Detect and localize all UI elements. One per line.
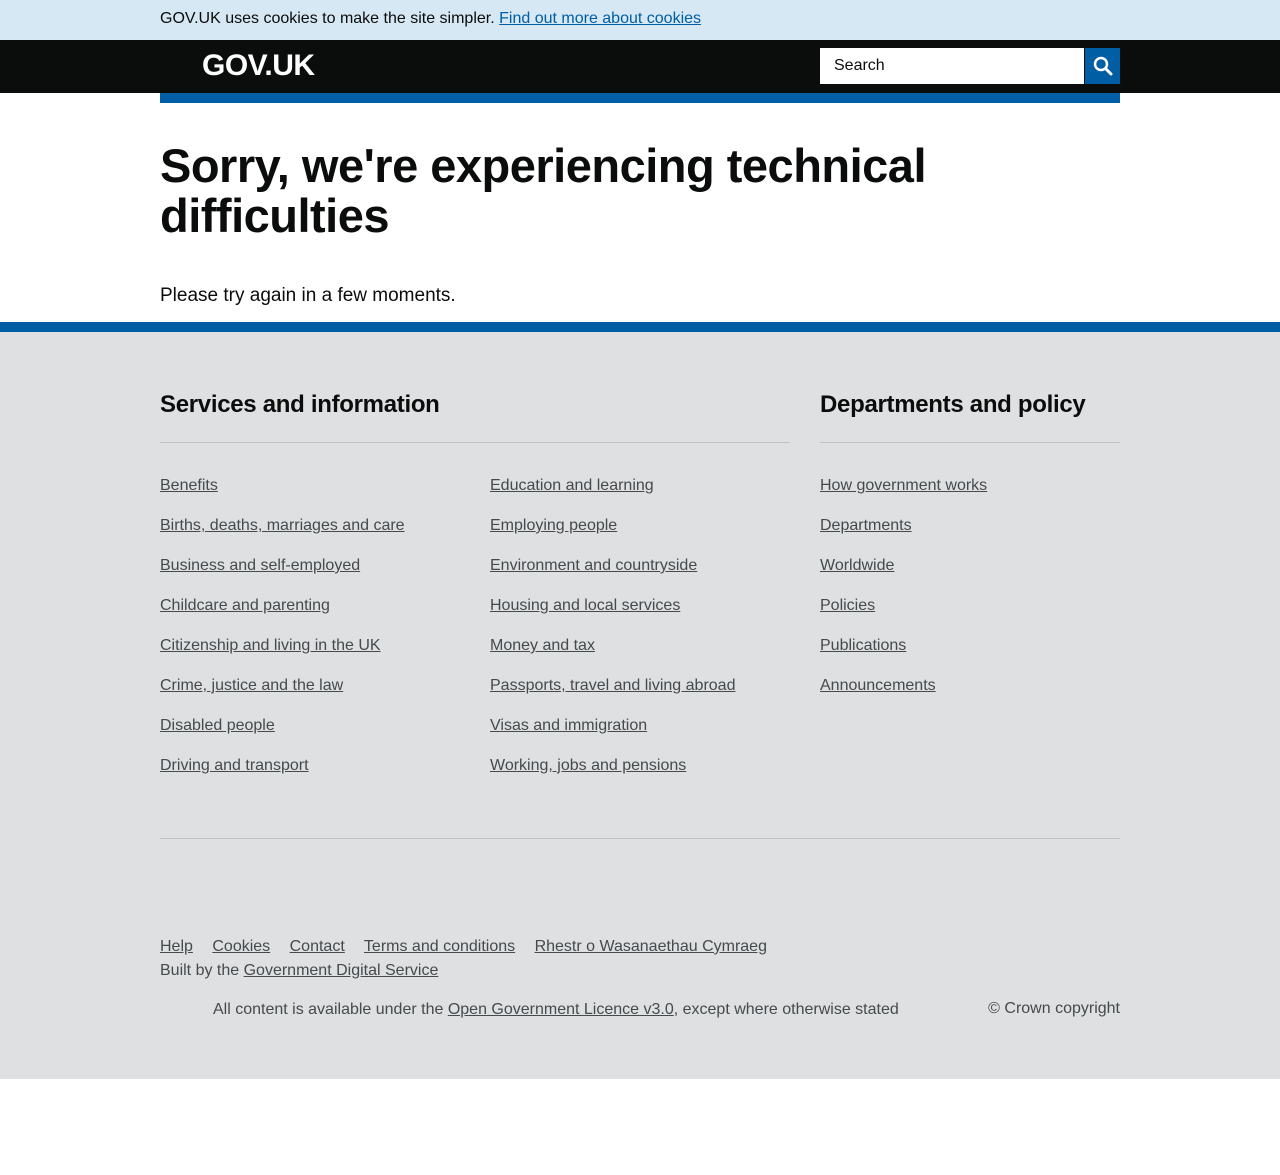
cookie-info-link[interactable]: Find out more about cookies xyxy=(499,10,702,27)
site-footer: Services and information Departments and… xyxy=(0,322,1280,1079)
footer-link-passports[interactable]: Passports, travel and living abroad xyxy=(490,677,736,694)
licence-prefix: All content is available under the xyxy=(213,1001,444,1018)
main-content: Sorry, we're experiencing technical diff… xyxy=(160,103,1120,322)
services-list-2: Education and learning Employing people … xyxy=(490,476,735,796)
licence-statement: All content is available under the Open … xyxy=(213,998,899,1022)
footer-link-employing[interactable]: Employing people xyxy=(490,517,618,534)
footer-link-business[interactable]: Business and self-employed xyxy=(160,557,361,574)
footer-link-money-tax[interactable]: Money and tax xyxy=(490,637,595,654)
footer-link-visas[interactable]: Visas and immigration xyxy=(490,717,648,734)
footer-link-welsh-services[interactable]: Rhestr o Wasanaethau Cymraeg xyxy=(534,938,767,955)
footer-link-cookies[interactable]: Cookies xyxy=(212,938,271,955)
footer-link-worldwide[interactable]: Worldwide xyxy=(820,557,895,574)
footer-link-terms[interactable]: Terms and conditions xyxy=(363,938,516,955)
footer-link-working[interactable]: Working, jobs and pensions xyxy=(490,757,687,774)
footer-link-help[interactable]: Help xyxy=(160,938,193,955)
crown-copyright-link[interactable]: © Crown copyright xyxy=(988,1000,1120,1017)
footer-divider xyxy=(160,838,1120,839)
govuk-logo[interactable]: GOV.UK xyxy=(202,49,315,82)
footer-link-policies[interactable]: Policies xyxy=(820,597,876,614)
footer-meta-links: Help Cookies Contact Terms and condition… xyxy=(160,935,782,959)
search-form xyxy=(820,48,1120,84)
cookie-banner: GOV.UK uses cookies to make the site sim… xyxy=(0,0,1280,40)
services-heading: Services and information xyxy=(160,390,790,443)
gds-link[interactable]: Government Digital Service xyxy=(243,962,439,979)
footer-link-departments[interactable]: Departments xyxy=(820,517,912,534)
header-underline xyxy=(160,93,1120,103)
cookie-banner-text: GOV.UK uses cookies to make the site sim… xyxy=(160,10,495,27)
ogl-link[interactable]: Open Government Licence v3.0 xyxy=(447,1001,674,1018)
footer-link-crime-justice[interactable]: Crime, justice and the law xyxy=(160,677,344,694)
footer-link-how-government-works[interactable]: How government works xyxy=(820,477,988,494)
search-input[interactable] xyxy=(820,48,1084,84)
page-title: Sorry, we're experiencing technical diff… xyxy=(160,139,927,242)
services-list-1: Benefits Births, deaths, marriages and c… xyxy=(160,476,405,796)
licence-suffix: , except where otherwise stated xyxy=(673,1001,899,1018)
footer-link-citizenship[interactable]: Citizenship and living in the UK xyxy=(160,637,381,654)
footer-link-driving[interactable]: Driving and transport xyxy=(160,757,309,774)
footer-link-education[interactable]: Education and learning xyxy=(490,477,654,494)
footer-link-announcements[interactable]: Announcements xyxy=(820,677,936,694)
departments-heading: Departments and policy xyxy=(820,390,1120,443)
footer-link-births-deaths[interactable]: Births, deaths, marriages and care xyxy=(160,517,405,534)
built-by-prefix: Built by the xyxy=(160,962,240,979)
footer-link-publications[interactable]: Publications xyxy=(820,637,907,654)
footer-link-childcare[interactable]: Childcare and parenting xyxy=(160,597,330,614)
site-header: GOV.UK xyxy=(0,40,1280,93)
footer-link-environment[interactable]: Environment and countryside xyxy=(490,557,698,574)
footer-link-benefits[interactable]: Benefits xyxy=(160,477,218,494)
magnifier-icon xyxy=(1093,56,1112,76)
search-button[interactable] xyxy=(1084,48,1120,84)
footer-link-disabled[interactable]: Disabled people xyxy=(160,717,275,734)
footer-link-housing[interactable]: Housing and local services xyxy=(490,597,681,614)
departments-list: How government works Departments Worldwi… xyxy=(820,476,987,716)
built-by: Built by the Government Digital Service xyxy=(160,959,438,983)
footer-link-contact[interactable]: Contact xyxy=(289,938,345,955)
error-message: Please try again in a few moments. xyxy=(160,285,456,306)
